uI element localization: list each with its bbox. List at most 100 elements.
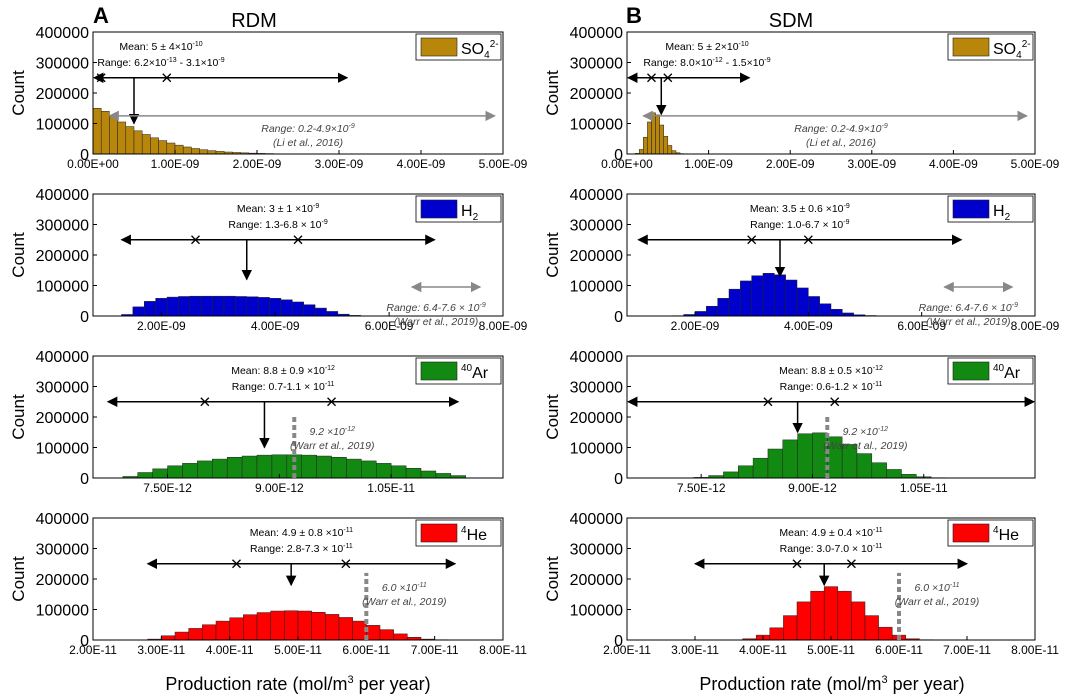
y-tick-label: 300000 bbox=[36, 218, 89, 235]
std-cross-marker bbox=[191, 235, 200, 245]
reference-citation: (Warr et al., 2019) bbox=[394, 316, 478, 328]
histogram-bar bbox=[200, 295, 213, 317]
x-tick-label: 4.00E-09 bbox=[784, 319, 833, 333]
histogram-bar bbox=[178, 296, 191, 317]
reference-citation: (Warr et al., 2019) bbox=[362, 596, 446, 608]
y-axis-label: Count bbox=[9, 70, 28, 116]
histogram-bar bbox=[782, 439, 798, 479]
mean-range-annotation: Mean: 4.9 ± 0.4 ×10-11 Range: 3.0-7.0 × 1… bbox=[693, 527, 969, 587]
std-cross-marker bbox=[327, 397, 337, 407]
histogram-bar bbox=[338, 617, 353, 641]
legend-h2: H2 bbox=[415, 195, 502, 223]
histogram-bar bbox=[886, 469, 902, 479]
std-cross-marker bbox=[293, 235, 303, 245]
reference-citation: (Warr et al., 2019) bbox=[823, 440, 907, 452]
y-tick-label: 100000 bbox=[36, 441, 89, 458]
x-tick-label: 3.00E-09 bbox=[315, 157, 364, 171]
x-tick-label: 6.00E-09 bbox=[897, 319, 946, 333]
histogram-bar bbox=[150, 137, 159, 155]
histogram-bar bbox=[202, 624, 217, 641]
histogram-bar bbox=[280, 299, 293, 317]
histogram-bar bbox=[393, 633, 408, 641]
histogram-bar bbox=[856, 453, 873, 479]
legend-swatch bbox=[952, 361, 990, 381]
reference-value-label: 6.0 ×10-11 bbox=[915, 582, 960, 594]
legend-so42-: SO42- bbox=[415, 33, 502, 61]
range-label: Range: 8.0×10-12 - 1.5×10-9 bbox=[643, 57, 770, 69]
reference-annotation: Range: 0.2-4.9×10-9 (Li et al., 2016) bbox=[108, 110, 496, 149]
range-label: Range: 0.7-1.1 × 10-11 bbox=[232, 381, 335, 393]
histogram-bar bbox=[651, 112, 656, 155]
y-tick-label: 0 bbox=[614, 471, 623, 488]
histogram-bar bbox=[728, 288, 741, 317]
histogram-bar bbox=[810, 590, 825, 641]
histogram-bar bbox=[303, 304, 316, 317]
histogram-bar bbox=[229, 617, 244, 641]
y-tick-label: 200000 bbox=[570, 410, 623, 427]
histogram-bar bbox=[751, 275, 764, 317]
histogram-bar bbox=[191, 148, 200, 155]
y-axis-label: Count bbox=[543, 394, 562, 440]
std-cross-marker bbox=[830, 397, 840, 407]
mean-label: Mean: 3.5 ± 0.6 ×10-9 bbox=[750, 203, 850, 215]
histogram-bar bbox=[379, 629, 394, 641]
histogram-bar bbox=[655, 114, 660, 155]
histogram-bar bbox=[647, 121, 652, 155]
histogram-bar bbox=[284, 610, 299, 641]
legend-4he: 4He bbox=[947, 519, 1034, 547]
histogram-bar bbox=[819, 303, 832, 317]
std-cross-marker bbox=[200, 397, 210, 407]
histogram-bar bbox=[785, 279, 798, 317]
column-title-rdm: RDM bbox=[231, 10, 277, 32]
y-tick-label: 400000 bbox=[570, 187, 623, 204]
histogram-bar bbox=[257, 297, 270, 317]
histogram-bar bbox=[311, 612, 326, 641]
histogram-bar bbox=[671, 150, 677, 155]
histogram-bar bbox=[366, 625, 381, 641]
range-label: Range: 1.0-6.7 × 10-9 bbox=[750, 219, 849, 231]
panel-a1: 0 100000 200000 300000 400000 Count 0.00E+00 1.… bbox=[9, 25, 528, 171]
range-label: Range: 3.0-7.0 × 10-11 bbox=[780, 543, 883, 555]
std-cross-marker bbox=[647, 73, 656, 83]
histogram-bar bbox=[197, 460, 213, 479]
x-tick-label: 4.00E-09 bbox=[929, 157, 978, 171]
y-tick-label: 200000 bbox=[36, 248, 89, 265]
y-axis-label: Count bbox=[543, 70, 562, 116]
histogram-bar bbox=[326, 311, 339, 317]
histogram-bar bbox=[694, 311, 707, 317]
panel-a3: 0 100000 200000 300000 400000 Count 7.50E-12 9.… bbox=[9, 349, 504, 495]
histogram-bar bbox=[405, 467, 422, 479]
reference-value-label: 6.0 ×10-11 bbox=[382, 582, 427, 594]
column-title-sdm: SDM bbox=[769, 10, 813, 32]
histogram-bar bbox=[292, 301, 304, 317]
histogram-bar bbox=[796, 601, 811, 641]
panel-b1: 0 100000 200000 300000 400000 Count 0.00E+00 1.… bbox=[543, 25, 1060, 171]
histogram-bar bbox=[314, 307, 327, 317]
histogram-bar bbox=[796, 287, 809, 317]
mean-label: Mean: 8.8 ± 0.9 ×10-12 bbox=[231, 365, 335, 377]
range-label: Range: 0.6-1.2 × 10-11 bbox=[780, 381, 883, 393]
histogram-bar bbox=[212, 458, 228, 479]
histogram-bar bbox=[301, 454, 317, 479]
histogram-bar bbox=[167, 465, 183, 479]
x-tick-label: 2.00E-09 bbox=[233, 157, 282, 171]
histogram-bar bbox=[864, 615, 879, 641]
x-tick-label: 4.00E-09 bbox=[251, 319, 300, 333]
histogram-bar bbox=[663, 136, 669, 155]
mean-range-annotation: Mean: 3.5 ± 0.6 ×10-9 Range: 1.0-6.7 × 10… bbox=[637, 203, 963, 278]
histogram-bar bbox=[256, 454, 273, 479]
y-tick-label: 100000 bbox=[36, 117, 89, 134]
legend-swatch bbox=[420, 361, 458, 381]
histogram-bar bbox=[667, 145, 673, 155]
reference-annotation: 9.2 ×10-12 (Warr et al., 2019) bbox=[823, 417, 908, 478]
std-cross-marker bbox=[747, 235, 757, 245]
legend-so42-: SO42- bbox=[947, 33, 1034, 61]
histogram-bar bbox=[738, 465, 754, 479]
y-tick-label: 200000 bbox=[570, 248, 623, 265]
y-tick-label: 0 bbox=[614, 309, 623, 326]
reference-value-label: Range: 6.4-7.6 × 10-9 bbox=[386, 302, 485, 314]
histogram-bar bbox=[435, 473, 452, 479]
histogram-bar bbox=[706, 305, 718, 317]
histogram-bar bbox=[352, 620, 367, 641]
histogram-bar bbox=[878, 626, 893, 641]
